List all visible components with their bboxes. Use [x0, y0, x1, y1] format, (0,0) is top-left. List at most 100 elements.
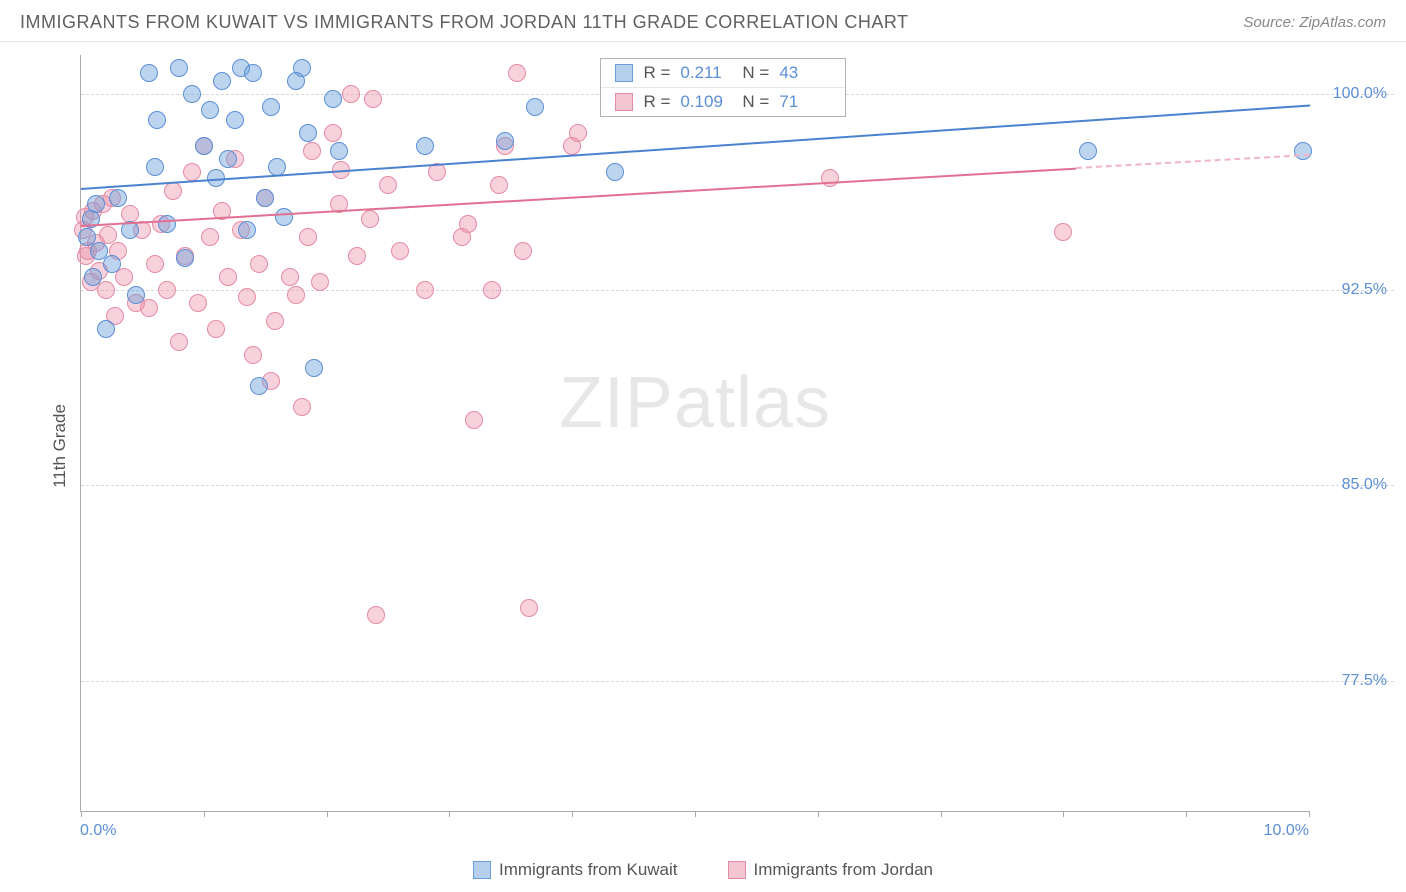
scatter-point-kuwait — [262, 98, 280, 116]
scatter-point-kuwait — [87, 195, 105, 213]
correlation-row-kuwait: R = 0.211 N = 43 — [601, 59, 845, 87]
scatter-point-jordan — [569, 124, 587, 142]
r-label: R = — [643, 63, 670, 83]
grid-line — [81, 681, 1394, 682]
plot-area: ZIPatlas 77.5%85.0%92.5%100.0%R =0.211N … — [80, 55, 1309, 812]
scatter-point-kuwait — [97, 320, 115, 338]
chart-source: Source: ZipAtlas.com — [1243, 14, 1386, 31]
scatter-point-kuwait — [183, 85, 201, 103]
trend-line-jordan-dash — [1076, 154, 1310, 169]
scatter-point-jordan — [244, 346, 262, 364]
scatter-point-jordan — [416, 281, 434, 299]
scatter-point-kuwait — [140, 64, 158, 82]
scatter-point-jordan — [342, 85, 360, 103]
scatter-point-jordan — [391, 242, 409, 260]
n-value-jordan: 71 — [779, 92, 831, 112]
scatter-point-jordan — [324, 124, 342, 142]
legend-swatch-jordan — [728, 861, 746, 879]
scatter-point-jordan — [170, 333, 188, 351]
scatter-point-kuwait — [256, 189, 274, 207]
scatter-point-jordan — [367, 606, 385, 624]
correlation-row-jordan: R = 0.109 N = 71 — [601, 87, 845, 116]
scatter-point-jordan — [483, 281, 501, 299]
scatter-point-jordan — [219, 268, 237, 286]
r-label: R = — [643, 92, 670, 112]
scatter-point-kuwait — [84, 268, 102, 286]
n-label: N = — [742, 92, 769, 112]
n-label: N = — [742, 63, 769, 83]
scatter-point-jordan — [250, 255, 268, 273]
scatter-point-jordan — [189, 294, 207, 312]
source-name: ZipAtlas.com — [1299, 14, 1386, 31]
scatter-point-kuwait — [219, 150, 237, 168]
chart-container: ZIPatlas 77.5%85.0%92.5%100.0%R =0.211N … — [60, 55, 1394, 842]
chart-title: IMMIGRANTS FROM KUWAIT VS IMMIGRANTS FRO… — [20, 12, 909, 33]
scatter-point-kuwait — [146, 158, 164, 176]
scatter-point-kuwait — [201, 101, 219, 119]
scatter-point-jordan — [364, 90, 382, 108]
y-tick-label: 100.0% — [1333, 85, 1387, 103]
r-value-kuwait: 0.211 — [680, 63, 732, 83]
scatter-point-kuwait — [496, 132, 514, 150]
watermark: ZIPatlas — [559, 362, 831, 444]
scatter-point-jordan — [293, 398, 311, 416]
bottom-legend: Immigrants from Kuwait Immigrants from J… — [0, 860, 1406, 880]
scatter-point-kuwait — [330, 142, 348, 160]
scatter-point-kuwait — [244, 64, 262, 82]
legend-item-jordan: Immigrants from Jordan — [728, 860, 934, 880]
scatter-point-kuwait — [195, 137, 213, 155]
x-axis-labels: 0.0% 10.0% — [80, 814, 1309, 844]
scatter-point-kuwait — [287, 72, 305, 90]
scatter-point-kuwait — [103, 255, 121, 273]
scatter-point-jordan — [514, 242, 532, 260]
scatter-point-jordan — [281, 268, 299, 286]
grid-line — [81, 290, 1394, 291]
scatter-point-kuwait — [158, 215, 176, 233]
trend-line-jordan — [81, 167, 1077, 226]
scatter-point-kuwait — [305, 359, 323, 377]
legend-item-kuwait: Immigrants from Kuwait — [473, 860, 678, 880]
scatter-point-jordan — [299, 228, 317, 246]
scatter-point-kuwait — [213, 72, 231, 90]
scatter-point-jordan — [348, 247, 366, 265]
scatter-point-jordan — [520, 599, 538, 617]
legend-swatch-kuwait — [473, 861, 491, 879]
scatter-point-kuwait — [1294, 142, 1312, 160]
y-tick-label: 77.5% — [1342, 672, 1387, 690]
y-tick-label: 92.5% — [1342, 281, 1387, 299]
watermark-bold: ZIP — [559, 363, 674, 443]
scatter-point-jordan — [183, 163, 201, 181]
scatter-point-kuwait — [127, 286, 145, 304]
scatter-point-kuwait — [148, 111, 166, 129]
scatter-point-jordan — [490, 176, 508, 194]
scatter-point-kuwait — [238, 221, 256, 239]
scatter-point-jordan — [459, 215, 477, 233]
scatter-point-jordan — [201, 228, 219, 246]
scatter-point-jordan — [508, 64, 526, 82]
scatter-point-kuwait — [526, 98, 544, 116]
legend-label-kuwait: Immigrants from Kuwait — [499, 860, 678, 880]
scatter-point-kuwait — [170, 59, 188, 77]
scatter-point-jordan — [303, 142, 321, 160]
scatter-point-kuwait — [250, 377, 268, 395]
scatter-point-jordan — [379, 176, 397, 194]
scatter-point-jordan — [238, 288, 256, 306]
scatter-point-jordan — [1054, 223, 1072, 241]
scatter-point-kuwait — [226, 111, 244, 129]
x-tick-label-right: 10.0% — [1264, 822, 1309, 840]
trend-line-kuwait — [81, 105, 1310, 191]
legend-label-jordan: Immigrants from Jordan — [754, 860, 934, 880]
n-value-kuwait: 43 — [779, 63, 831, 83]
scatter-point-kuwait — [606, 163, 624, 181]
x-tick-label-left: 0.0% — [80, 822, 116, 840]
scatter-point-jordan — [207, 320, 225, 338]
scatter-point-jordan — [266, 312, 284, 330]
scatter-point-jordan — [146, 255, 164, 273]
scatter-point-jordan — [158, 281, 176, 299]
scatter-point-jordan — [361, 210, 379, 228]
r-value-jordan: 0.109 — [680, 92, 732, 112]
scatter-point-jordan — [164, 182, 182, 200]
chart-header: IMMIGRANTS FROM KUWAIT VS IMMIGRANTS FRO… — [0, 0, 1406, 42]
scatter-point-kuwait — [299, 124, 317, 142]
scatter-point-jordan — [287, 286, 305, 304]
